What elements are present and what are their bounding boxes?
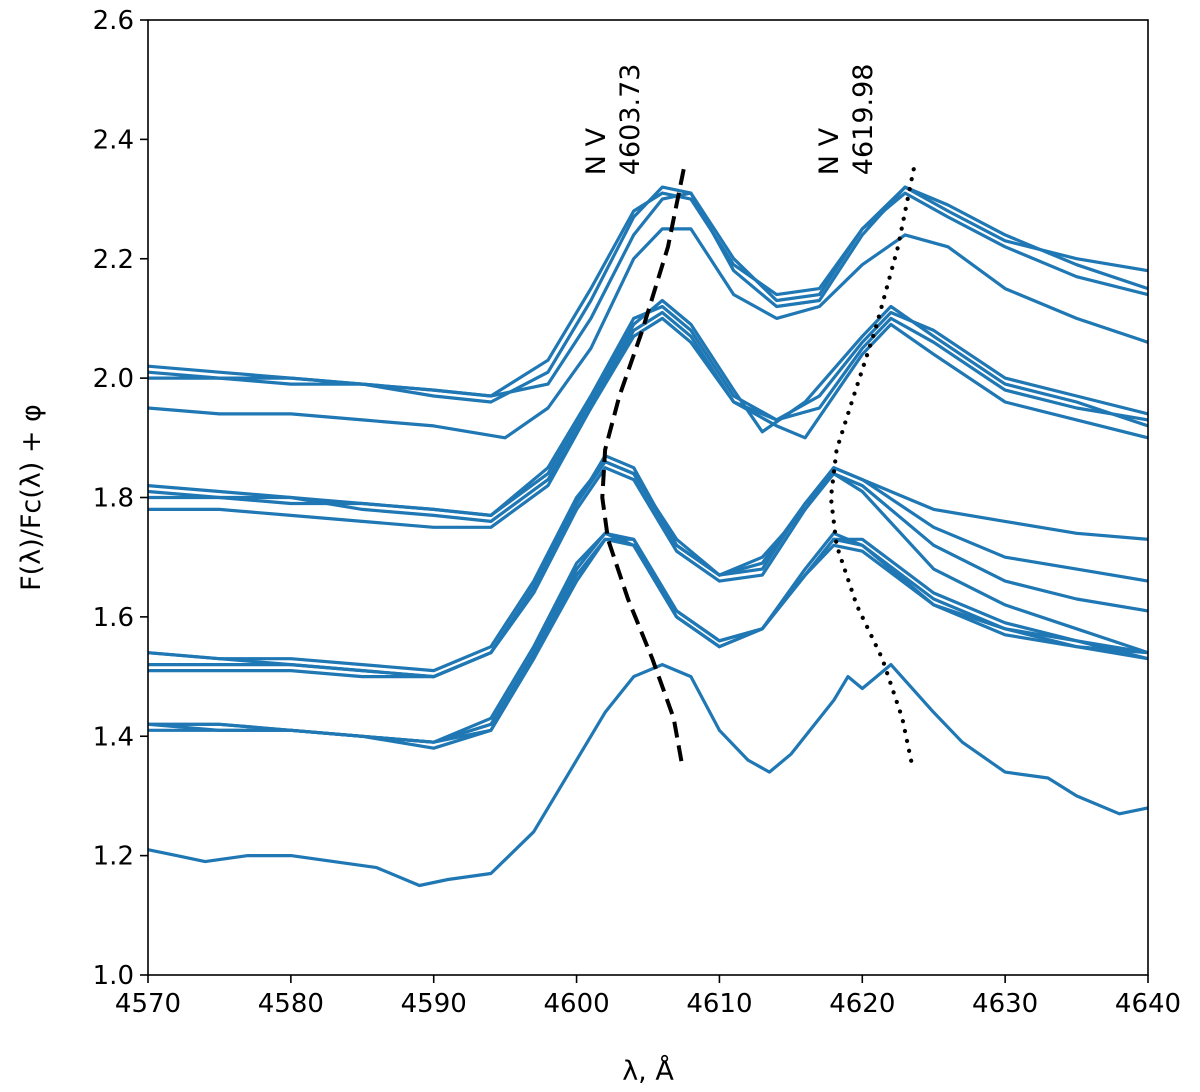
annotation-ion-label: N V [814, 127, 845, 175]
annotation-nv-1: N V 4603.73 [581, 64, 646, 176]
x-tick-label: 4610 [686, 989, 752, 1019]
y-tick-label: 1.6 [93, 603, 134, 633]
annotation-nv-2: N V 4619.98 [814, 64, 879, 176]
spectrum-line-4 [147, 227, 1149, 440]
trajectory-dashed-line [600, 168, 686, 767]
spectrum-line-11 [148, 460, 1149, 679]
y-axis-ticks: 1.0 1.2 1.4 1.6 1.8 2.0 2.2 2.4 2.6 [93, 6, 148, 991]
y-tick-label: 1.8 [93, 484, 134, 514]
x-tick-label: 4590 [401, 989, 467, 1019]
spectrum-line-7 [148, 310, 1149, 524]
spectrum-line-17 [147, 662, 1149, 888]
x-tick-label: 4600 [543, 989, 609, 1019]
x-tick-label: 4630 [972, 989, 1038, 1019]
annotation-wavelength-label: 4603.73 [615, 64, 646, 176]
y-tick-label: 1.0 [93, 961, 134, 991]
annotation-ion-label: N V [581, 127, 612, 175]
spectrum-line-16 [147, 537, 1149, 744]
y-tick-label: 2.4 [93, 125, 134, 155]
y-tick-label: 1.2 [93, 842, 134, 872]
y-tick-label: 2.0 [93, 364, 134, 394]
spectrum-line-6 [147, 298, 1149, 518]
x-tick-label: 4580 [258, 989, 324, 1019]
trajectory-layer [600, 167, 916, 769]
annotation-layer: N V 4603.73 N V 4619.98 [581, 64, 879, 176]
y-tick-label: 2.2 [93, 245, 134, 275]
y-axis-label: F(λ)/Fc(λ) + φ [16, 404, 47, 591]
series-layer [147, 185, 1149, 888]
x-tick-label: 4570 [115, 989, 181, 1019]
x-axis-ticks: 4570 4580 4590 4600 4610 4620 4630 4640 [115, 975, 1181, 1019]
spectrum-line-12 [148, 466, 1149, 679]
x-tick-label: 4640 [1115, 989, 1181, 1019]
x-axis-label: λ, Å [622, 1055, 674, 1087]
y-tick-label: 2.6 [93, 6, 134, 36]
y-tick-label: 1.4 [93, 722, 134, 752]
spectrum-line-8 [148, 316, 1149, 529]
x-tick-label: 4620 [829, 989, 895, 1019]
annotation-wavelength-label: 4619.98 [848, 64, 879, 176]
